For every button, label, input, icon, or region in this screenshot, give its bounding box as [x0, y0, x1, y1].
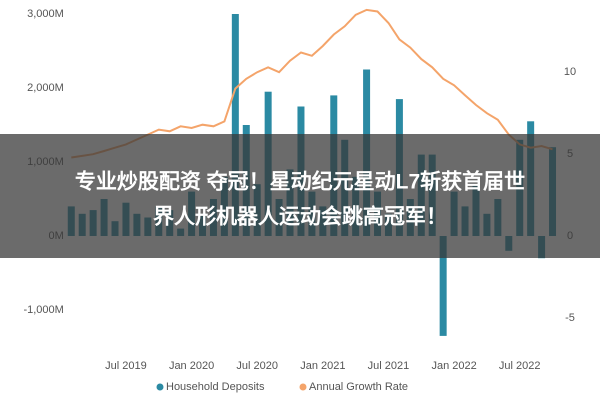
line	[71, 8, 553, 159]
bar	[231, 14, 239, 236]
x-tick-label: Jan 2020	[169, 360, 214, 372]
legend-label: Household Deposits	[166, 381, 265, 393]
x-tick-label: Jul 2022	[499, 360, 541, 372]
legend-marker	[156, 383, 164, 391]
y2-tick-label: 10	[564, 66, 576, 78]
x-tick-label: Jul 2020	[236, 360, 278, 372]
y-tick-label: 3,000M	[27, 8, 64, 20]
banner-text: 界人形机器人运动会跳高冠军！	[153, 205, 447, 229]
banner-text: 专业炒股配资 夺冠！星动纪元星动L7斩获首届世	[75, 170, 525, 194]
legend-label: Annual Growth Rate	[309, 381, 408, 393]
y2-tick-label: -5	[565, 312, 575, 324]
x-tick-label: Jan 2021	[300, 360, 345, 372]
x-tick-label: Jul 2021	[368, 360, 410, 372]
banner	[0, 134, 600, 258]
x-tick-label: Jul 2019	[105, 360, 147, 372]
bar	[439, 236, 447, 336]
x-tick-label: Jan 2022	[431, 360, 476, 372]
legend-marker	[299, 383, 307, 391]
y-tick-label: 2,000M	[27, 82, 64, 94]
y-tick-label: -1,000M	[23, 304, 63, 316]
